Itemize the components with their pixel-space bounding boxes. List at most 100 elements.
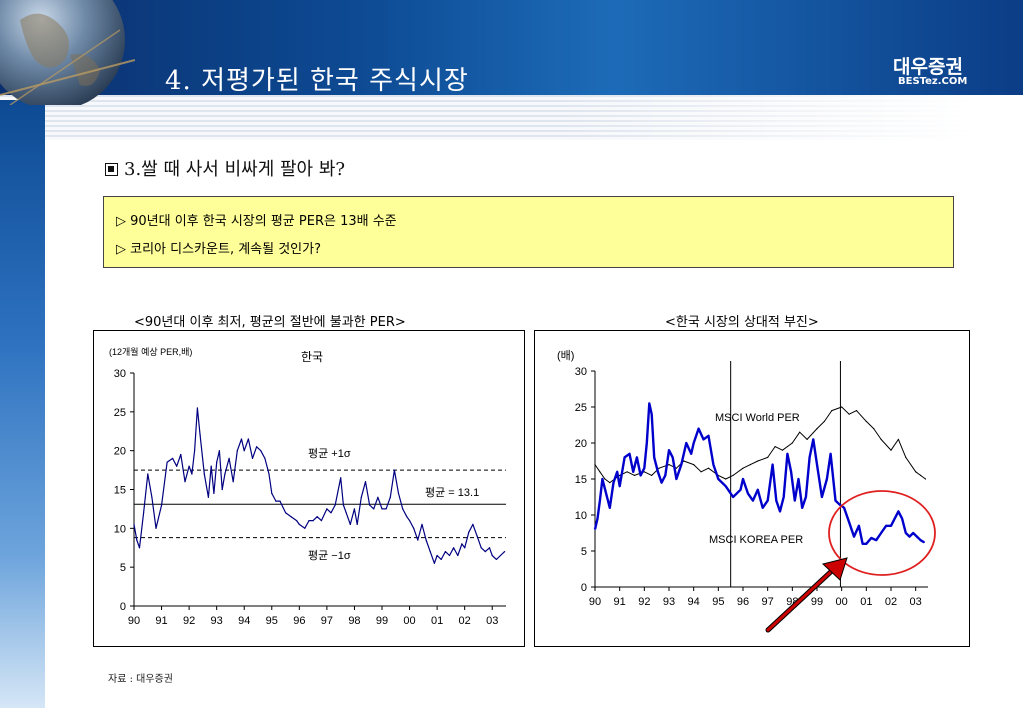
data-point — [397, 492, 400, 494]
data-point — [228, 457, 230, 459]
highlight-circle — [828, 490, 936, 576]
chart-title: 한국 — [301, 350, 323, 364]
data-point — [772, 464, 774, 466]
data-point — [880, 532, 882, 534]
data-point — [643, 467, 645, 469]
data-point — [429, 551, 431, 553]
data-point — [838, 503, 840, 505]
data-point — [264, 457, 266, 459]
data-point — [675, 467, 677, 469]
data-point — [345, 512, 347, 514]
data-point — [444, 551, 446, 553]
data-point — [873, 428, 875, 430]
header-banner — [0, 0, 1023, 105]
data-point — [290, 516, 292, 518]
data-point — [816, 428, 818, 430]
section-heading: 3.쌀 때 사서 비싸게 팔아 봐? — [105, 155, 345, 181]
data-point — [488, 547, 491, 549]
data-point — [683, 460, 685, 462]
x-tick-label: 92 — [183, 615, 195, 627]
data-point — [626, 471, 628, 473]
data-point — [364, 481, 367, 483]
data-point — [330, 512, 332, 514]
data-point — [247, 438, 249, 440]
data-point — [890, 525, 892, 527]
data-point — [742, 467, 744, 469]
reference-line-label: 평균 +1σ — [308, 447, 351, 460]
data-point — [448, 554, 451, 557]
data-point — [240, 438, 243, 440]
data-point — [207, 496, 209, 498]
y-tick-label: 20 — [114, 446, 126, 458]
data-point — [640, 474, 642, 476]
x-tick-label: 91 — [614, 596, 626, 608]
data-point — [224, 473, 226, 475]
x-tick-label: 93 — [663, 596, 675, 608]
data-point — [897, 510, 899, 512]
data-point — [417, 539, 419, 541]
data-point — [176, 465, 178, 467]
data-point — [923, 541, 925, 543]
data-point — [651, 474, 653, 476]
x-tick-label: 97 — [321, 615, 333, 627]
data-point — [826, 478, 828, 480]
data-point — [870, 537, 872, 539]
data-point — [232, 481, 234, 483]
data-point — [693, 442, 695, 444]
data-point — [436, 554, 438, 557]
data-point — [199, 434, 201, 436]
data-point — [360, 496, 362, 498]
x-tick-label: 91 — [155, 615, 167, 627]
right-chart-panel: 0 5 10 15 20 25 30 90 91 92 93 94 95 96 97 98 99 00 01 02 03… — [534, 330, 970, 647]
data-point — [834, 500, 837, 502]
y-tick-label: 25 — [575, 402, 587, 414]
data-point — [633, 474, 636, 476]
data-point — [894, 518, 896, 520]
data-point — [377, 496, 379, 498]
data-point — [916, 536, 918, 538]
company-logo-url: BESTez.COM — [898, 76, 968, 87]
data-point — [797, 478, 800, 480]
x-tick-label: 02 — [885, 596, 897, 608]
data-point — [480, 547, 482, 549]
data-point — [767, 500, 769, 502]
data-point — [651, 413, 653, 415]
data-point — [749, 464, 751, 466]
data-point — [693, 464, 695, 466]
data-point — [216, 461, 218, 463]
data-point — [285, 512, 287, 514]
x-tick-label: 96 — [293, 615, 305, 627]
data-point — [196, 407, 198, 409]
series-name-label: MSCI KOREA PER — [709, 534, 803, 546]
page-title: 4. 저평가된 한국 주식시장 — [165, 66, 469, 96]
data-point — [762, 507, 764, 509]
data-point — [657, 471, 659, 473]
data-point — [599, 471, 601, 473]
data-point — [251, 457, 254, 459]
data-point — [440, 558, 442, 560]
data-point — [393, 469, 395, 471]
data-point — [712, 464, 714, 466]
data-point — [594, 528, 596, 530]
data-point — [320, 520, 322, 522]
data-point — [790, 471, 792, 473]
reference-line-label: 평균 = 13.1 — [425, 486, 479, 499]
data-point — [184, 481, 186, 483]
x-tick-label: 90 — [128, 615, 140, 627]
data-point — [862, 543, 864, 545]
y-tick-label: 25 — [114, 407, 126, 419]
data-point — [661, 482, 663, 484]
note-line-2: ▷ 코리아 디스카운트, 계속될 것인가? — [116, 242, 321, 257]
data-point — [604, 478, 606, 480]
x-tick-label: 95 — [712, 596, 724, 608]
y-tick-label: 20 — [575, 438, 587, 450]
left-chart-panel: 0 5 10 15 20 25 30 90 91 92 93 94 95 96 97 98 99 00 01 02 03… — [93, 330, 525, 647]
data-point — [147, 473, 149, 475]
series-line — [593, 402, 925, 545]
data-point — [464, 547, 466, 549]
y-tick-label: 15 — [575, 474, 587, 486]
data-point — [296, 520, 298, 522]
data-point — [675, 478, 677, 480]
data-point — [658, 467, 660, 469]
company-logo: 대우증권 — [893, 56, 963, 78]
